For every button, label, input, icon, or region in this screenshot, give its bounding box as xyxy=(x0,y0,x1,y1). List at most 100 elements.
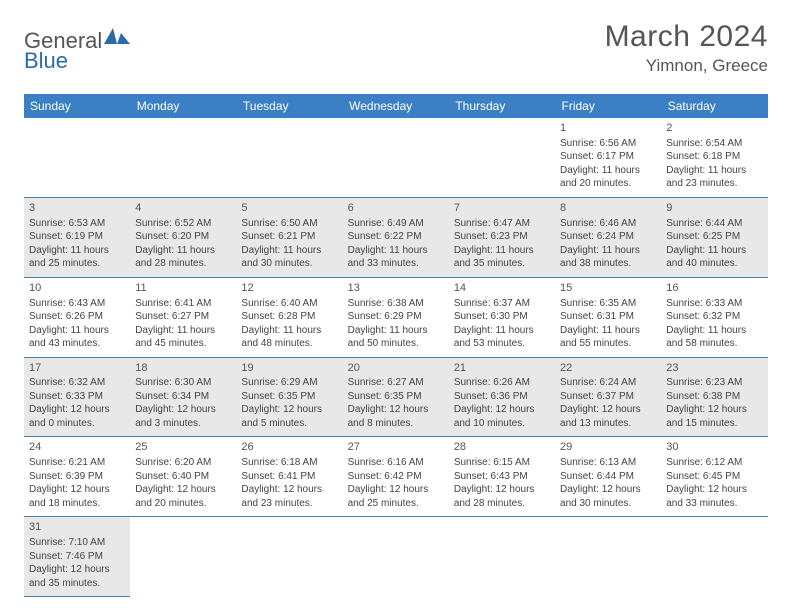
sunrise-text: Sunrise: 6:47 AM xyxy=(454,217,550,231)
daylight-text: Daylight: 12 hours and 30 minutes. xyxy=(560,483,656,510)
daylight-text: Daylight: 11 hours and 50 minutes. xyxy=(348,324,444,351)
sunrise-text: Sunrise: 6:32 AM xyxy=(29,376,125,390)
sunset-text: Sunset: 6:44 PM xyxy=(560,470,656,484)
day-number: 26 xyxy=(241,440,337,455)
sunrise-text: Sunrise: 6:27 AM xyxy=(348,376,444,390)
day-header: Monday xyxy=(130,94,236,118)
daylight-text: Daylight: 11 hours and 38 minutes. xyxy=(560,244,656,271)
sunset-text: Sunset: 6:27 PM xyxy=(135,310,231,324)
day-number: 1 xyxy=(560,121,656,136)
sunrise-text: Sunrise: 6:26 AM xyxy=(454,376,550,390)
calendar-day-cell xyxy=(130,517,236,597)
day-number: 29 xyxy=(560,440,656,455)
calendar-day-cell: 15Sunrise: 6:35 AMSunset: 6:31 PMDayligh… xyxy=(555,277,661,357)
sunrise-text: Sunrise: 6:21 AM xyxy=(29,456,125,470)
daylight-text: Daylight: 12 hours and 20 minutes. xyxy=(135,483,231,510)
day-number: 8 xyxy=(560,201,656,216)
daylight-text: Daylight: 12 hours and 5 minutes. xyxy=(241,403,337,430)
day-number: 3 xyxy=(29,201,125,216)
sunrise-text: Sunrise: 6:12 AM xyxy=(666,456,762,470)
calendar-day-cell: 12Sunrise: 6:40 AMSunset: 6:28 PMDayligh… xyxy=(236,277,342,357)
sunset-text: Sunset: 6:18 PM xyxy=(666,150,762,164)
day-number: 13 xyxy=(348,281,444,296)
sunset-text: Sunset: 6:35 PM xyxy=(241,390,337,404)
daylight-text: Daylight: 12 hours and 28 minutes. xyxy=(454,483,550,510)
day-number: 19 xyxy=(241,361,337,376)
day-number: 5 xyxy=(241,201,337,216)
calendar-day-cell: 24Sunrise: 6:21 AMSunset: 6:39 PMDayligh… xyxy=(24,437,130,517)
sunrise-text: Sunrise: 6:56 AM xyxy=(560,137,656,151)
sunrise-text: Sunrise: 6:18 AM xyxy=(241,456,337,470)
sunset-text: Sunset: 6:37 PM xyxy=(560,390,656,404)
sunrise-text: Sunrise: 6:38 AM xyxy=(348,297,444,311)
calendar-day-cell: 10Sunrise: 6:43 AMSunset: 6:26 PMDayligh… xyxy=(24,277,130,357)
day-number: 14 xyxy=(454,281,550,296)
day-number: 12 xyxy=(241,281,337,296)
calendar-day-cell: 6Sunrise: 6:49 AMSunset: 6:22 PMDaylight… xyxy=(343,197,449,277)
calendar-day-cell: 11Sunrise: 6:41 AMSunset: 6:27 PMDayligh… xyxy=(130,277,236,357)
sunset-text: Sunset: 6:23 PM xyxy=(454,230,550,244)
location: Yimnon, Greece xyxy=(605,56,768,76)
header: General March 2024 Yimnon, Greece xyxy=(24,20,768,76)
sunrise-text: Sunrise: 7:10 AM xyxy=(29,536,125,550)
calendar-week-row: 17Sunrise: 6:32 AMSunset: 6:33 PMDayligh… xyxy=(24,357,768,437)
calendar-day-cell xyxy=(661,517,767,597)
calendar-day-cell: 25Sunrise: 6:20 AMSunset: 6:40 PMDayligh… xyxy=(130,437,236,517)
sunrise-text: Sunrise: 6:37 AM xyxy=(454,297,550,311)
calendar-header-row: SundayMondayTuesdayWednesdayThursdayFrid… xyxy=(24,94,768,118)
logo-blue: Blue xyxy=(24,48,68,74)
sunrise-text: Sunrise: 6:30 AM xyxy=(135,376,231,390)
sunset-text: Sunset: 6:30 PM xyxy=(454,310,550,324)
calendar-day-cell xyxy=(555,517,661,597)
day-header: Saturday xyxy=(661,94,767,118)
day-header: Sunday xyxy=(24,94,130,118)
sunset-text: Sunset: 6:19 PM xyxy=(29,230,125,244)
day-number: 22 xyxy=(560,361,656,376)
day-header: Thursday xyxy=(449,94,555,118)
calendar-day-cell: 14Sunrise: 6:37 AMSunset: 6:30 PMDayligh… xyxy=(449,277,555,357)
month-title: March 2024 xyxy=(605,20,768,54)
calendar-day-cell: 16Sunrise: 6:33 AMSunset: 6:32 PMDayligh… xyxy=(661,277,767,357)
sunrise-text: Sunrise: 6:52 AM xyxy=(135,217,231,231)
sunrise-text: Sunrise: 6:40 AM xyxy=(241,297,337,311)
day-number: 18 xyxy=(135,361,231,376)
daylight-text: Daylight: 12 hours and 15 minutes. xyxy=(666,403,762,430)
day-number: 25 xyxy=(135,440,231,455)
calendar-day-cell: 29Sunrise: 6:13 AMSunset: 6:44 PMDayligh… xyxy=(555,437,661,517)
sunrise-text: Sunrise: 6:35 AM xyxy=(560,297,656,311)
calendar-day-cell xyxy=(236,517,342,597)
daylight-text: Daylight: 11 hours and 28 minutes. xyxy=(135,244,231,271)
sunset-text: Sunset: 6:17 PM xyxy=(560,150,656,164)
sunrise-text: Sunrise: 6:23 AM xyxy=(666,376,762,390)
sunset-text: Sunset: 6:22 PM xyxy=(348,230,444,244)
calendar-day-cell xyxy=(343,118,449,197)
daylight-text: Daylight: 12 hours and 8 minutes. xyxy=(348,403,444,430)
day-number: 15 xyxy=(560,281,656,296)
calendar-day-cell: 9Sunrise: 6:44 AMSunset: 6:25 PMDaylight… xyxy=(661,197,767,277)
sunrise-text: Sunrise: 6:13 AM xyxy=(560,456,656,470)
calendar-day-cell: 3Sunrise: 6:53 AMSunset: 6:19 PMDaylight… xyxy=(24,197,130,277)
daylight-text: Daylight: 11 hours and 55 minutes. xyxy=(560,324,656,351)
title-block: March 2024 Yimnon, Greece xyxy=(605,20,768,76)
sunset-text: Sunset: 6:38 PM xyxy=(666,390,762,404)
daylight-text: Daylight: 11 hours and 33 minutes. xyxy=(348,244,444,271)
calendar-week-row: 10Sunrise: 6:43 AMSunset: 6:26 PMDayligh… xyxy=(24,277,768,357)
calendar-day-cell xyxy=(236,118,342,197)
calendar-day-cell: 13Sunrise: 6:38 AMSunset: 6:29 PMDayligh… xyxy=(343,277,449,357)
day-number: 6 xyxy=(348,201,444,216)
daylight-text: Daylight: 12 hours and 3 minutes. xyxy=(135,403,231,430)
sunset-text: Sunset: 6:40 PM xyxy=(135,470,231,484)
day-number: 4 xyxy=(135,201,231,216)
sunset-text: Sunset: 6:24 PM xyxy=(560,230,656,244)
sunset-text: Sunset: 6:41 PM xyxy=(241,470,337,484)
daylight-text: Daylight: 12 hours and 25 minutes. xyxy=(348,483,444,510)
calendar-body: 1Sunrise: 6:56 AMSunset: 6:17 PM Daylight… xyxy=(24,118,768,597)
day-number: 16 xyxy=(666,281,762,296)
calendar-week-row: 31Sunrise: 7:10 AMSunset: 7:46 PMDayligh… xyxy=(24,517,768,597)
day-header: Tuesday xyxy=(236,94,342,118)
day-number: 24 xyxy=(29,440,125,455)
sunset-text: Sunset: 6:39 PM xyxy=(29,470,125,484)
calendar-day-cell: 4Sunrise: 6:52 AMSunset: 6:20 PMDaylight… xyxy=(130,197,236,277)
calendar-day-cell: 22Sunrise: 6:24 AMSunset: 6:37 PMDayligh… xyxy=(555,357,661,437)
calendar-day-cell: 20Sunrise: 6:27 AMSunset: 6:35 PMDayligh… xyxy=(343,357,449,437)
